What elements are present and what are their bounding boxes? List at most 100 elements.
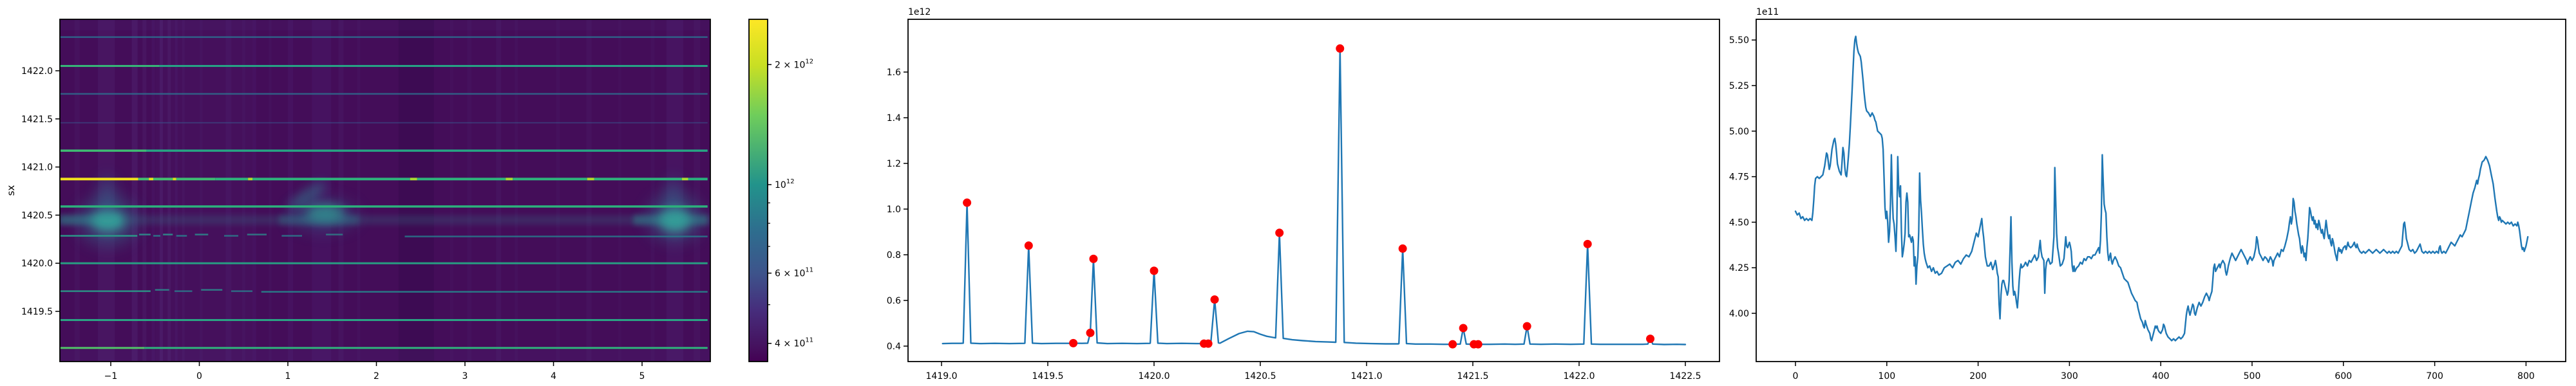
heatmap-y-label: sx: [5, 185, 17, 196]
rfi-comb-line-segment: [215, 178, 249, 181]
x-tick-label: 1421.0: [1351, 371, 1383, 381]
peak-marker: [1089, 254, 1098, 263]
rfi-comb-line-segment: [681, 178, 688, 181]
series-line: [1794, 35, 2529, 342]
x-tick-label: 0: [196, 371, 202, 381]
rfi-comb-line-segment: [60, 347, 145, 349]
y-tick-label: 1421.5: [21, 115, 53, 125]
rfi-comb-line-segment: [247, 234, 267, 235]
rfi-comb-line-segment: [146, 149, 708, 152]
spectrum-panel: 1419.0 1419.5 1420.0 1420.5 1421.0 1421.5 1422…: [887, 7, 1720, 381]
rfi-comb-line-segment: [281, 235, 302, 237]
peak-marker: [1398, 244, 1407, 253]
y-tick-label: 4.75: [1729, 172, 1749, 183]
time-stripe: [556, 19, 560, 362]
y-tick-label: 1422.0: [21, 66, 53, 77]
hi-emission-blob: [77, 195, 139, 247]
y-tick-label: 5.25: [1729, 81, 1749, 91]
rfi-comb-line-segment: [139, 234, 151, 235]
y-tick-label: 1.2: [887, 159, 901, 169]
time-stripe: [74, 19, 80, 362]
x-tick-label: 300: [2061, 371, 2078, 381]
rfi-comb-line-segment: [163, 234, 173, 235]
peak-marker: [1069, 338, 1078, 347]
x-tick-label: 1419.5: [1032, 371, 1064, 381]
rfi-comb-line-segment: [194, 234, 209, 235]
heatmap-image: [60, 19, 710, 362]
x-tick-label: 1420.5: [1245, 371, 1276, 381]
x-tick-label: 400: [2152, 371, 2170, 381]
time-stripe: [151, 19, 155, 362]
x-tick-label: 1419.0: [926, 371, 958, 381]
rfi-comb-line-segment: [176, 235, 187, 237]
time-stripe: [357, 19, 361, 362]
x-tick-label: 200: [1969, 371, 1987, 381]
time-stripe: [242, 19, 245, 362]
time-stripe: [694, 19, 701, 362]
time-stripe: [398, 19, 434, 362]
hi-emission-blob: [99, 176, 116, 216]
x-tick-label: 4: [551, 371, 556, 381]
x-tick-label: 1: [285, 371, 291, 381]
rfi-comb-line-segment: [155, 289, 169, 291]
rfi-comb-line-segment: [60, 290, 151, 292]
rfi-comb-line-segment: [153, 235, 160, 237]
hi-emission-blob: [665, 178, 681, 214]
rfi-comb-line-segment: [60, 36, 708, 38]
timeseries-offset-label: 1e11: [1756, 7, 1779, 17]
peak-marker: [1448, 340, 1457, 349]
rfi-comb-line-segment: [60, 178, 138, 181]
heatmap-axes: −1 0 1 2 3 4 5 1419.5 1420.0 1420.5 1421.0 1421.5 14…: [21, 66, 645, 381]
y-tick-label: 4.50: [1729, 217, 1749, 228]
y-tick-label: 4.25: [1729, 263, 1749, 273]
rfi-comb-line-segment: [60, 262, 708, 264]
y-tick-label: 1420.0: [21, 259, 53, 269]
rfi-comb-line-segment: [60, 149, 146, 152]
time-stripe: [142, 19, 147, 362]
spectrum-frame: [907, 19, 1720, 362]
time-stripe: [450, 19, 453, 362]
x-tick-label: 1422.0: [1564, 371, 1595, 381]
rfi-comb-line-segment: [60, 205, 708, 208]
y-tick-label: 1.4: [887, 113, 901, 124]
spectrum-offset-label: 1e12: [908, 7, 931, 17]
timeseries-frame: [1756, 19, 2566, 362]
hi-band: [60, 215, 710, 225]
rfi-comb-line-segment: [159, 65, 708, 68]
time-stripe: [252, 19, 256, 362]
colorbar-frame: [748, 19, 768, 362]
x-tick-label: 1421.5: [1457, 371, 1489, 381]
peak-marker: [1210, 295, 1219, 304]
rfi-comb-line-segment: [410, 178, 417, 181]
y-tick-label: 5.00: [1729, 127, 1749, 137]
rfi-comb-line-segment: [176, 178, 216, 181]
spectrum-content: [942, 44, 1687, 349]
rfi-comb-line-segment: [587, 178, 594, 181]
peak-marker: [1204, 339, 1213, 348]
y-tick-label: 5.50: [1729, 35, 1749, 46]
rfi-comb-line-segment: [173, 178, 176, 181]
y-tick-label: 1421.0: [21, 163, 53, 173]
x-tick-label: 700: [2426, 371, 2443, 381]
x-tick-label: −1: [104, 371, 118, 381]
heatmap-frame: [59, 19, 711, 362]
time-stripe: [175, 19, 178, 362]
peak-marker: [1646, 335, 1655, 344]
time-stripe: [269, 19, 272, 362]
x-tick-label: 500: [2244, 371, 2261, 381]
time-stripe: [167, 19, 171, 362]
time-stripe: [515, 19, 518, 362]
time-stripe: [182, 19, 185, 362]
peak-marker: [1275, 228, 1284, 237]
peak-marker: [1459, 324, 1468, 333]
rfi-comb-line-segment: [594, 178, 682, 181]
rfi-comb-line-segment: [248, 178, 252, 181]
heatmap-panel: −1 0 1 2 3 4 5 1419.5 1420.0 1420.5 1421.0 1421.5 14…: [5, 19, 711, 381]
peak-marker: [1522, 322, 1531, 331]
colorbar-tick-label: 1012: [775, 178, 795, 190]
peak-marker: [1024, 241, 1033, 250]
spectrum-axes: 1419.0 1419.5 1420.0 1420.5 1421.0 1421.5 1422…: [887, 68, 1701, 381]
rfi-comb-line-segment: [175, 290, 193, 292]
peak-marker: [1473, 340, 1482, 349]
rfi-comb-line-segment: [513, 178, 587, 181]
